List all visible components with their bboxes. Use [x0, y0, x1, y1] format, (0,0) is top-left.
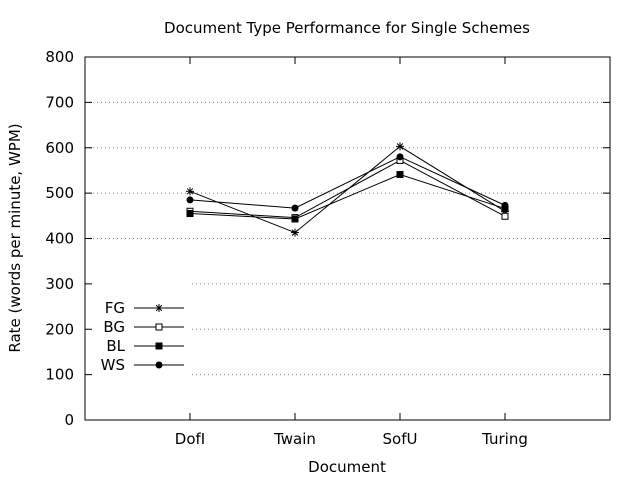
data-point [396, 153, 404, 161]
legend-label: WS [101, 356, 125, 374]
series-bg [186, 156, 509, 222]
data-point [501, 201, 509, 209]
series-line [189, 173, 506, 220]
grid [85, 101, 610, 376]
data-point [155, 361, 163, 369]
x-tick-label: SofU [383, 430, 418, 448]
data-point [396, 142, 404, 151]
y-tick-label: 400 [45, 230, 74, 248]
data-point [501, 212, 509, 220]
series-bl [186, 171, 509, 223]
x-axis-ticks: DofI Twain SofU Turing [175, 57, 528, 448]
plot-frame [84, 56, 611, 421]
chart-title: Document Type Performance for Single Sch… [164, 19, 530, 37]
data-point [291, 228, 299, 237]
data-point [186, 196, 194, 204]
data-point [291, 204, 299, 212]
y-tick-label: 0 [64, 411, 74, 429]
y-tick-label: 500 [45, 184, 74, 202]
data-point [155, 323, 163, 331]
series [186, 142, 509, 237]
series-line [189, 156, 506, 209]
series-ws [186, 153, 509, 212]
x-tick-label: Twain [273, 430, 316, 448]
y-tick-label: 600 [45, 139, 74, 157]
legend-label: FG [105, 299, 125, 317]
y-tick-label: 300 [45, 275, 74, 293]
data-point [186, 210, 194, 218]
data-point [291, 215, 299, 223]
y-tick-label: 700 [45, 93, 74, 111]
data-point [155, 342, 163, 350]
y-tick-label: 200 [45, 320, 74, 338]
data-point [396, 171, 404, 179]
y-tick-label: 100 [45, 366, 74, 384]
legend-label: BL [106, 337, 125, 355]
x-tick-label: DofI [175, 430, 205, 448]
legend-label: BG [103, 318, 125, 336]
x-tick-label: Turing [481, 430, 528, 448]
legend-item: BL [106, 337, 184, 355]
legend-item: BG [103, 318, 184, 336]
x-axis-label: Document [308, 458, 386, 476]
y-tick-label: 800 [45, 48, 74, 66]
y-axis-label: Rate (words per minute, WPM) [6, 123, 24, 352]
data-point [155, 304, 163, 312]
legend-item: WS [101, 356, 184, 374]
series-line [189, 159, 506, 219]
y-axis-ticks: 0 100 200 300 400 500 600 700 800 [45, 48, 610, 429]
data-point [186, 187, 194, 196]
legend-item: FG [105, 299, 184, 317]
